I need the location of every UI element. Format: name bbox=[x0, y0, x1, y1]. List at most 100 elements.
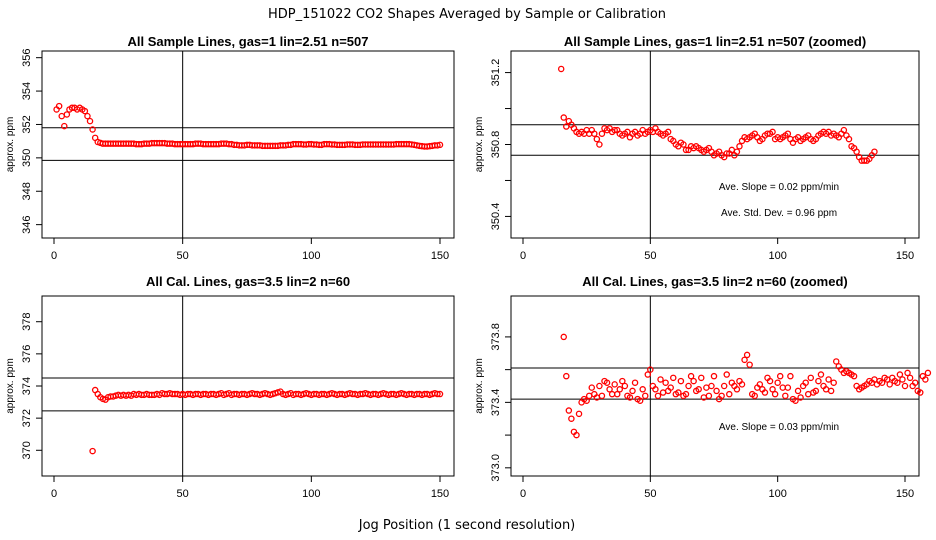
data-point bbox=[850, 372, 858, 380]
data-point bbox=[659, 389, 667, 396]
panel-title: All Cal. Lines, gas=3.5 lin=2 n=60 (zoom… bbox=[582, 274, 848, 289]
data-point bbox=[736, 143, 743, 150]
data-point bbox=[591, 130, 598, 137]
data-point bbox=[687, 372, 695, 380]
data-point bbox=[904, 369, 911, 377]
data-point bbox=[631, 379, 639, 386]
y-tick-label: 372 bbox=[21, 409, 33, 427]
data-point bbox=[616, 386, 624, 393]
data-point bbox=[560, 114, 567, 121]
data-point bbox=[766, 377, 774, 385]
data-point bbox=[853, 148, 860, 155]
figure-title: HDP_151022 CO2 Shapes Averaged by Sample… bbox=[268, 7, 666, 22]
data-point bbox=[899, 376, 906, 383]
y-tick-label: 350 bbox=[21, 149, 33, 167]
x-tick-label: 50 bbox=[177, 250, 189, 262]
data-point bbox=[901, 382, 909, 390]
data-point bbox=[55, 102, 63, 110]
data-point bbox=[613, 390, 621, 398]
data-point bbox=[598, 392, 606, 400]
data-point bbox=[906, 374, 914, 382]
data-point bbox=[682, 146, 690, 154]
data-point bbox=[583, 397, 590, 404]
x-tick-label: 0 bbox=[520, 488, 526, 500]
data-point bbox=[815, 377, 822, 385]
data-point bbox=[629, 387, 636, 395]
data-point bbox=[771, 390, 779, 398]
data-point bbox=[794, 387, 802, 395]
data-point bbox=[924, 369, 932, 377]
data-point bbox=[804, 390, 812, 398]
data-point bbox=[787, 372, 794, 380]
data-point bbox=[705, 392, 713, 400]
data-point bbox=[917, 389, 924, 396]
data-point bbox=[667, 384, 674, 391]
data-point bbox=[680, 141, 687, 148]
y-tick-label: 370 bbox=[21, 441, 33, 459]
data-point bbox=[710, 372, 718, 380]
data-point bbox=[723, 150, 730, 157]
plot-frame bbox=[41, 50, 455, 239]
y-axis-label: approx. ppm bbox=[474, 358, 485, 414]
data-point bbox=[436, 141, 444, 149]
y-axis-label: approx. ppm bbox=[5, 358, 16, 414]
data-point bbox=[769, 128, 776, 136]
data-point bbox=[662, 379, 669, 386]
data-point bbox=[593, 135, 601, 143]
data-point bbox=[784, 384, 792, 391]
y-tick-label: 351.2 bbox=[490, 59, 502, 87]
data-point bbox=[657, 376, 664, 383]
data-point bbox=[654, 392, 662, 400]
data-point bbox=[585, 392, 593, 400]
y-tick-label: 348 bbox=[21, 182, 33, 200]
y-tick-label: 376 bbox=[21, 345, 33, 363]
data-point bbox=[720, 382, 728, 390]
panel-title: All Cal. Lines, gas=3.5 lin=2 n=60 bbox=[146, 274, 350, 289]
y-tick-label: 352 bbox=[21, 115, 33, 133]
x-tick-label: 0 bbox=[51, 488, 57, 500]
data-point bbox=[797, 394, 804, 401]
data-point bbox=[802, 379, 809, 386]
data-point bbox=[575, 410, 583, 418]
data-point bbox=[871, 148, 878, 155]
data-point bbox=[774, 379, 781, 386]
data-point bbox=[84, 112, 91, 120]
y-tick-label: 374 bbox=[21, 377, 33, 395]
data-point bbox=[698, 374, 705, 382]
data-point bbox=[743, 351, 751, 359]
data-point bbox=[792, 397, 799, 404]
x-tick-label: 150 bbox=[431, 488, 449, 500]
data-point bbox=[738, 381, 746, 388]
data-point bbox=[840, 126, 848, 134]
data-point bbox=[896, 371, 904, 378]
y-tick-label: 373.4 bbox=[490, 389, 502, 417]
data-point bbox=[58, 112, 65, 120]
y-tick-label: 350.8 bbox=[490, 131, 502, 159]
data-point bbox=[89, 447, 96, 455]
panel-annotation: Ave. Slope = 0.02 ppm/min bbox=[719, 182, 839, 193]
data-point bbox=[718, 392, 725, 400]
data-point bbox=[769, 386, 776, 393]
data-point bbox=[832, 358, 840, 365]
data-point bbox=[596, 141, 603, 148]
panel-annotation: Ave. Std. Dev. = 0.96 ppm bbox=[721, 208, 837, 219]
data-point bbox=[746, 361, 753, 368]
data-point bbox=[641, 392, 649, 400]
y-tick-label: 354 bbox=[21, 82, 33, 100]
data-point bbox=[675, 389, 682, 396]
data-point bbox=[878, 379, 886, 386]
y-axis-label: approx. ppm bbox=[474, 117, 485, 173]
data-point bbox=[89, 126, 96, 133]
data-point bbox=[776, 372, 784, 380]
data-point bbox=[626, 394, 634, 401]
x-tick-label: 100 bbox=[768, 488, 786, 500]
data-point bbox=[695, 386, 702, 393]
x-tick-label: 100 bbox=[302, 488, 320, 500]
data-point bbox=[636, 397, 644, 404]
data-point bbox=[611, 126, 618, 134]
x-tick-label: 100 bbox=[768, 250, 786, 262]
y-tick-label: 346 bbox=[21, 215, 33, 233]
x-tick-label: 0 bbox=[51, 250, 57, 262]
data-point bbox=[845, 135, 853, 143]
